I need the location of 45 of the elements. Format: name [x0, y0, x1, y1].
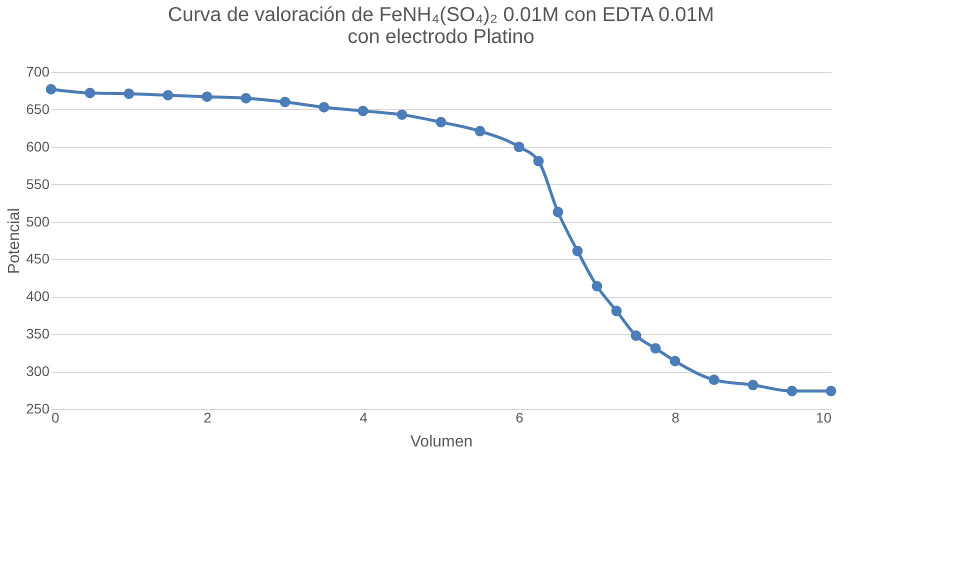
- point: [46, 84, 56, 94]
- y-tick-label: 350: [26, 326, 50, 342]
- y-tick-label: 400: [26, 288, 50, 304]
- x-axis-title: Volumen: [410, 434, 473, 450]
- point: [670, 356, 680, 366]
- y-tick-label: 250: [26, 400, 50, 416]
- y-tick-label: 550: [26, 176, 50, 192]
- text: con electrodo Platino: [348, 26, 534, 48]
- point: [202, 91, 212, 102]
- x-tick-label: 6: [516, 410, 524, 426]
- x-tick-label: 4: [360, 410, 368, 426]
- y-axis-title: Potencial: [6, 208, 24, 274]
- point: [572, 246, 583, 256]
- point: [514, 142, 524, 152]
- point: [318, 102, 330, 112]
- y-tick-label: 500: [26, 213, 50, 230]
- point: [162, 90, 174, 100]
- y-tick-label: 650: [26, 100, 50, 117]
- point: [611, 306, 622, 316]
- point: [436, 116, 446, 128]
- x-tick-label: 0: [52, 410, 60, 426]
- point: [474, 126, 486, 136]
- y-tick-label: 600: [26, 138, 50, 154]
- text: Curva de valoración de FeNH₄(SO₄)₂ 0.01M con EDTA 0.01M: [168, 4, 714, 26]
- point: [708, 374, 720, 386]
- point: [396, 109, 408, 120]
- point: [84, 88, 96, 98]
- x-tick-label: 8: [672, 410, 680, 426]
- x-tick-label: 2: [204, 410, 212, 426]
- point: [748, 380, 758, 390]
- point: [533, 156, 544, 166]
- point: [358, 106, 368, 116]
- point: [826, 386, 836, 396]
- point: [650, 343, 661, 354]
- y-tick-label: 700: [26, 64, 50, 80]
- y-tick-label: 450: [26, 250, 50, 267]
- y-tick-label: 300: [26, 363, 50, 380]
- x-tick-label: 10: [816, 410, 832, 426]
- point: [240, 92, 252, 104]
- point: [592, 280, 602, 292]
- point: [552, 206, 564, 218]
- point: [280, 96, 290, 108]
- point: [630, 330, 642, 341]
- point: [786, 386, 798, 396]
- point: [124, 88, 134, 99]
